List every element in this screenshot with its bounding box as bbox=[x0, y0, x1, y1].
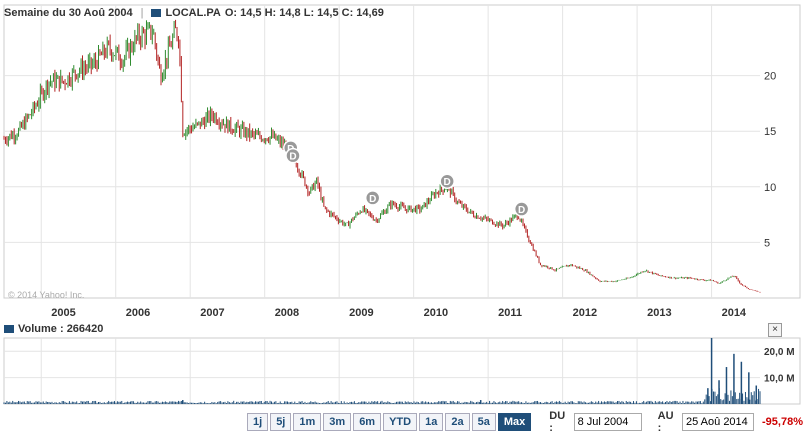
year-tick-label: 2005 bbox=[51, 307, 75, 319]
dividend-marker-icon bbox=[513, 201, 530, 217]
ohlc-readout: O: 14,5 H: 14,8 L: 14,5 C: 14,69 bbox=[224, 7, 384, 19]
range-button-1m[interactable]: 1m bbox=[293, 413, 322, 431]
copyright: © 2014 Yahoo! Inc. bbox=[8, 290, 85, 300]
chart-header: Semaine du 30 Aoû 2004 | LOCAL.PA O: 14,… bbox=[4, 7, 384, 19]
year-tick-label: 2008 bbox=[275, 307, 299, 319]
to-label: AU : bbox=[657, 410, 674, 434]
from-label: DU : bbox=[549, 410, 566, 434]
volume-panel-frame bbox=[3, 337, 801, 405]
year-tick-label: 2012 bbox=[573, 307, 597, 319]
from-date-input[interactable] bbox=[573, 413, 642, 431]
symbol-swatch-icon bbox=[151, 9, 162, 17]
price-panel-frame bbox=[3, 4, 801, 299]
range-button-1j[interactable]: 1j bbox=[247, 413, 269, 431]
range-button-2a[interactable]: 2a bbox=[445, 413, 470, 431]
year-tick-label: 2007 bbox=[200, 307, 224, 319]
dividend-marker-label: D bbox=[444, 177, 451, 188]
to-date-input[interactable] bbox=[682, 413, 754, 431]
volume-label: Volume : 266420 bbox=[18, 323, 104, 335]
close-volume-icon[interactable]: × bbox=[768, 323, 782, 337]
dividend-marker-icon bbox=[364, 190, 381, 206]
range-button-ytd[interactable]: YTD bbox=[383, 413, 418, 431]
dividend-marker-label: D bbox=[369, 194, 376, 205]
volume-tick-label: 20,0 M bbox=[764, 347, 795, 358]
volume-swatch-icon bbox=[4, 325, 14, 333]
price-tick-label: 15 bbox=[764, 126, 776, 138]
range-button-5a[interactable]: 5a bbox=[471, 413, 496, 431]
dividend-marker-label: D bbox=[518, 205, 525, 216]
symbol-label: LOCAL.PA bbox=[165, 7, 221, 19]
price-tick-label: 20 bbox=[764, 71, 776, 83]
price-tick-label: 10 bbox=[764, 182, 776, 194]
range-button-1a[interactable]: 1a bbox=[419, 413, 444, 431]
dividend-marker-label: D bbox=[289, 152, 296, 163]
dividend-marker-icon bbox=[439, 173, 455, 189]
change-percent: -95,78% bbox=[762, 416, 803, 428]
volume-tick-label: 10,0 M bbox=[764, 374, 795, 385]
year-tick-label: 2014 bbox=[722, 307, 747, 319]
year-tick-label: 2013 bbox=[647, 307, 671, 319]
range-button-6m[interactable]: 6m bbox=[353, 413, 382, 431]
range-button-3m[interactable]: 3m bbox=[323, 413, 352, 431]
price-tick-label: 5 bbox=[764, 237, 770, 249]
volume-header: Volume : 266420 bbox=[4, 323, 103, 335]
year-tick-label: 2009 bbox=[349, 307, 373, 319]
range-button-5j[interactable]: 5j bbox=[270, 413, 292, 431]
year-tick-label: 2011 bbox=[498, 307, 522, 319]
range-button-max[interactable]: Max bbox=[497, 413, 532, 431]
week-label: Semaine du 30 Aoû 2004 bbox=[4, 7, 133, 19]
year-tick-label: 2006 bbox=[126, 307, 150, 319]
year-tick-label: 2010 bbox=[424, 307, 448, 319]
dividend-marker-icon bbox=[285, 147, 301, 164]
